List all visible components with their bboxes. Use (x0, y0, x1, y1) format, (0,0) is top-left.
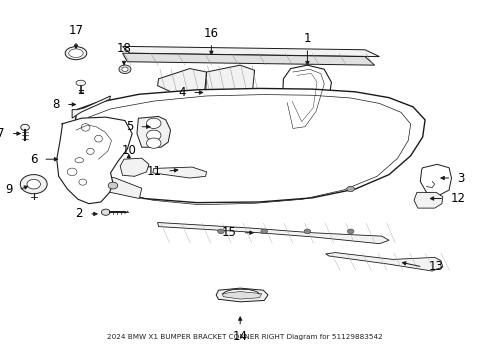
Text: 2024 BMW X1 BUMPER BRACKET CORNER RIGHT Diagram for 51129883542: 2024 BMW X1 BUMPER BRACKET CORNER RIGHT … (107, 334, 383, 340)
Polygon shape (222, 292, 262, 299)
Polygon shape (216, 288, 268, 302)
Polygon shape (72, 96, 111, 118)
Circle shape (347, 186, 354, 192)
Ellipse shape (101, 209, 110, 215)
Ellipse shape (95, 135, 102, 142)
Polygon shape (122, 53, 375, 65)
Circle shape (147, 130, 161, 140)
Circle shape (27, 179, 41, 189)
Polygon shape (81, 171, 142, 199)
Ellipse shape (65, 47, 87, 60)
Circle shape (147, 138, 161, 148)
Text: 4: 4 (179, 86, 186, 99)
Polygon shape (57, 117, 132, 204)
Text: 14: 14 (233, 330, 248, 343)
Circle shape (20, 175, 47, 194)
Polygon shape (326, 253, 443, 271)
Polygon shape (282, 65, 331, 137)
Ellipse shape (67, 168, 77, 176)
Ellipse shape (79, 179, 87, 185)
Text: 8: 8 (52, 98, 60, 111)
Text: 18: 18 (117, 42, 131, 55)
Ellipse shape (119, 65, 131, 73)
Circle shape (347, 229, 354, 234)
Text: 1: 1 (304, 32, 311, 45)
Polygon shape (158, 222, 389, 244)
Polygon shape (120, 158, 149, 176)
Polygon shape (122, 46, 379, 57)
Polygon shape (414, 192, 443, 208)
Polygon shape (153, 167, 207, 178)
Text: 17: 17 (69, 24, 83, 37)
Text: 13: 13 (429, 260, 443, 274)
Text: 16: 16 (204, 27, 219, 40)
Text: 2: 2 (75, 207, 83, 220)
Ellipse shape (87, 148, 94, 154)
Polygon shape (137, 117, 171, 147)
Ellipse shape (21, 124, 29, 130)
Text: 12: 12 (450, 192, 465, 205)
Ellipse shape (69, 49, 83, 58)
Text: 15: 15 (221, 226, 237, 239)
Polygon shape (158, 68, 207, 99)
Ellipse shape (75, 158, 84, 163)
Text: 3: 3 (458, 171, 465, 185)
Ellipse shape (81, 123, 90, 131)
Text: 9: 9 (5, 184, 12, 197)
Circle shape (147, 118, 161, 129)
Polygon shape (206, 65, 255, 99)
Text: 11: 11 (146, 165, 161, 178)
Ellipse shape (76, 80, 86, 86)
Text: 5: 5 (126, 120, 133, 133)
Text: 7: 7 (0, 127, 5, 140)
Circle shape (261, 229, 268, 234)
Text: 6: 6 (30, 153, 37, 166)
Polygon shape (72, 89, 425, 203)
Circle shape (218, 229, 224, 234)
Polygon shape (420, 164, 451, 195)
Ellipse shape (122, 67, 128, 72)
Circle shape (304, 229, 311, 234)
Text: 10: 10 (122, 144, 136, 158)
Circle shape (108, 182, 118, 189)
